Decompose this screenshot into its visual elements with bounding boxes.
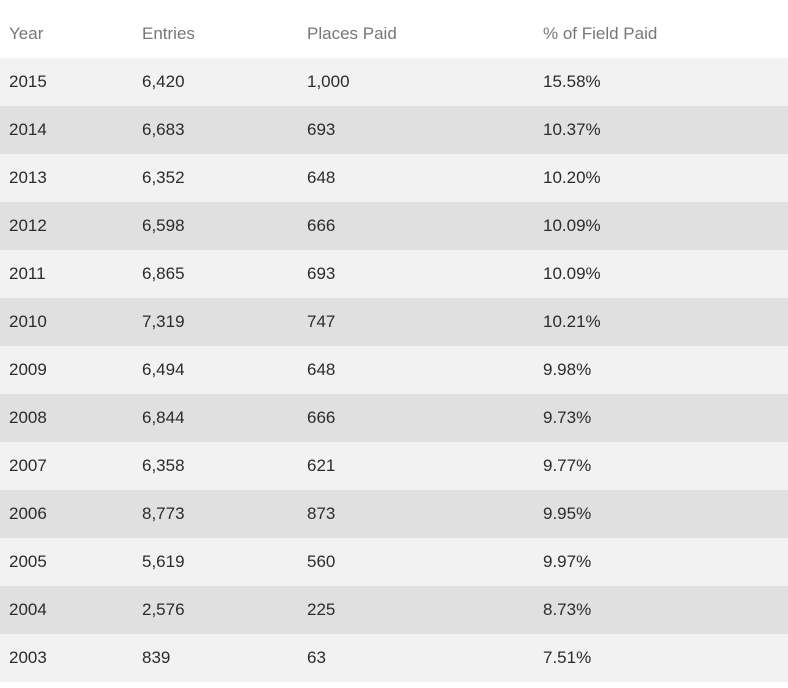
cell-percent-field-paid: 9.98% [543,360,592,379]
header-places-paid: Places Paid [307,24,397,43]
cell-percent-field-paid: 15.58% [543,72,601,91]
cell-places-paid: 648 [307,168,336,187]
cell-places-paid: 1,000 [307,72,350,91]
cell-year: 2003 [9,648,47,667]
cell-entries: 7,319 [142,312,185,331]
cell-year: 2006 [9,504,47,523]
cell-entries: 2,576 [142,600,185,619]
cell-entries: 6,494 [142,360,185,379]
cell-entries: 839 [142,648,171,667]
cell-percent-field-paid: 10.21% [543,312,601,331]
table-row: 2007 6,358 621 9.77% [0,442,788,490]
cell-percent-field-paid: 10.09% [543,264,601,283]
cell-entries: 8,773 [142,504,185,523]
table-body: 2015 6,420 1,000 15.58% 2014 6,683 693 10.37% 20… [0,58,788,682]
table-row: 2012 6,598 666 10.09% [0,202,788,250]
table-row: 2014 6,683 693 10.37% [0,106,788,154]
table-row: 2004 2,576 225 8.73% [0,586,788,634]
table-row: 2010 7,319 747 10.21% [0,298,788,346]
cell-year: 2013 [9,168,47,187]
table-row: 2008 6,844 666 9.73% [0,394,788,442]
cell-percent-field-paid: 8.73% [543,600,592,619]
cell-percent-field-paid: 9.97% [543,552,592,571]
table-row: 2011 6,865 693 10.09% [0,250,788,298]
cell-places-paid: 560 [307,552,336,571]
cell-places-paid: 666 [307,216,336,235]
cell-places-paid: 693 [307,264,336,283]
cell-places-paid: 63 [307,648,326,667]
cell-percent-field-paid: 10.20% [543,168,601,187]
cell-year: 2012 [9,216,47,235]
cell-year: 2005 [9,552,47,571]
cell-places-paid: 648 [307,360,336,379]
header-year: Year [9,24,44,43]
cell-entries: 6,844 [142,408,185,427]
cell-percent-field-paid: 9.95% [543,504,592,523]
table-row: 2013 6,352 648 10.20% [0,154,788,202]
cell-percent-field-paid: 9.73% [543,408,592,427]
table-row: 2003 839 63 7.51% [0,634,788,682]
cell-entries: 6,358 [142,456,185,475]
cell-percent-field-paid: 10.37% [543,120,601,139]
table-row: 2015 6,420 1,000 15.58% [0,58,788,106]
cell-year: 2004 [9,600,47,619]
cell-places-paid: 693 [307,120,336,139]
cell-year: 2015 [9,72,47,91]
table-row: 2009 6,494 648 9.98% [0,346,788,394]
cell-percent-field-paid: 9.77% [543,456,592,475]
cell-places-paid: 621 [307,456,336,475]
cell-year: 2014 [9,120,47,139]
cell-places-paid: 873 [307,504,336,523]
cell-percent-field-paid: 7.51% [543,648,592,667]
table-row: 2005 5,619 560 9.97% [0,538,788,586]
table-row: 2006 8,773 873 9.95% [0,490,788,538]
cell-year: 2009 [9,360,47,379]
cell-entries: 6,865 [142,264,185,283]
header-entries: Entries [142,24,195,43]
cell-year: 2008 [9,408,47,427]
header-percent-field-paid: % of Field Paid [543,24,658,43]
cell-places-paid: 747 [307,312,336,331]
cell-entries: 5,619 [142,552,185,571]
table-header-row: Year Entries Places Paid % of Field Paid [0,0,788,58]
cell-entries: 6,683 [142,120,185,139]
cell-entries: 6,352 [142,168,185,187]
cell-percent-field-paid: 10.09% [543,216,601,235]
cell-places-paid: 666 [307,408,336,427]
cell-year: 2007 [9,456,47,475]
cell-entries: 6,598 [142,216,185,235]
cell-year: 2010 [9,312,47,331]
cell-year: 2011 [9,264,46,283]
cell-entries: 6,420 [142,72,185,91]
cell-places-paid: 225 [307,600,336,619]
